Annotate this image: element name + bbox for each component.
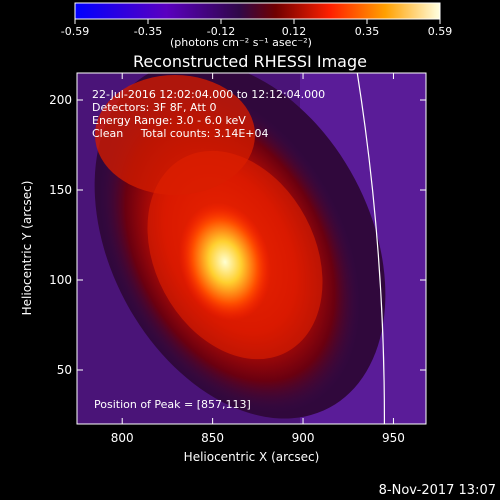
x-tick-label-950: 950 bbox=[382, 431, 405, 445]
x-tick-label-800: 800 bbox=[111, 431, 134, 445]
y-tick-label-200: 200 bbox=[49, 93, 72, 107]
colorbar-units: (photons cm⁻² s⁻¹ asec⁻²) bbox=[170, 36, 312, 49]
y-axis-label: Heliocentric Y (arcsec) bbox=[20, 180, 34, 316]
colorbar-tick-label-4: 0.35 bbox=[355, 25, 380, 38]
colorbar bbox=[74, 2, 441, 20]
colorbar-tick-label-5: 0.59 bbox=[428, 25, 453, 38]
peak-position-label: Position of Peak = [857,113] bbox=[94, 398, 251, 411]
annotation-energy-range: Energy Range: 3.0 - 6.0 keV bbox=[92, 114, 246, 127]
y-tick-label-150: 150 bbox=[49, 183, 72, 197]
annotation-detectors: Detectors: 3F 8F, Att 0 bbox=[92, 101, 217, 114]
solar-limb-line bbox=[356, 73, 386, 424]
y-tick-label-100: 100 bbox=[49, 273, 72, 287]
y-tick-label-50: 50 bbox=[57, 363, 72, 377]
colorbar-tick-label-2: -0.12 bbox=[207, 25, 235, 38]
colorbar-tick-label-3: 0.12 bbox=[282, 25, 307, 38]
annotation-time-range: 22-Jul-2016 12:02:04.000 to 12:12:04.000 bbox=[92, 88, 326, 101]
solar-limb-group bbox=[356, 73, 386, 424]
x-tick-label-900: 900 bbox=[292, 431, 315, 445]
colorbar-tick-label-0: -0.59 bbox=[61, 25, 89, 38]
annotation-clean-counts: Clean Total counts: 3.14E+04 bbox=[92, 127, 269, 140]
chart-title: Reconstructed RHESSI Image bbox=[133, 52, 367, 71]
colorbar-tick-label-1: -0.35 bbox=[134, 25, 162, 38]
x-tick-label-850: 850 bbox=[201, 431, 224, 445]
colorbar-ticks: -0.59 -0.35 -0.12 0.12 0.35 0.59 bbox=[61, 19, 452, 38]
heatmap-image bbox=[77, 73, 426, 424]
footer-date: 8-Nov-2017 13:07 bbox=[378, 483, 496, 498]
axes: 800 850 900 950 50 100 150 200 bbox=[49, 73, 426, 445]
x-axis-label: Heliocentric X (arcsec) bbox=[183, 450, 320, 464]
plot-frame bbox=[76, 72, 427, 425]
